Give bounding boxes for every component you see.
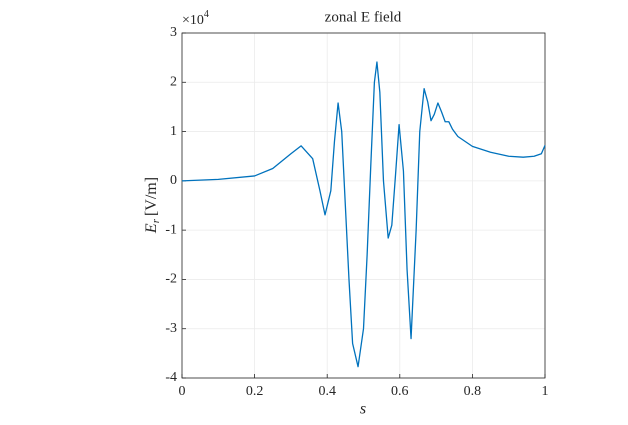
y-tick-label: 3 <box>170 25 177 40</box>
y-axis-label: Er [V/m] <box>143 177 162 234</box>
y-tick-label: -2 <box>165 272 177 287</box>
x-axis-label: s <box>360 401 366 418</box>
y-multiplier-exponent: 4 <box>204 9 209 20</box>
x-tick-label: 0 <box>179 384 186 399</box>
plot-frame <box>181 32 546 379</box>
y-tick-label: 1 <box>170 124 177 139</box>
y-tick-label: -4 <box>165 370 177 385</box>
y-tick-label: 2 <box>170 75 177 90</box>
y-multiplier-base: ×10 <box>182 13 204 28</box>
y-tick-label: 0 <box>170 173 177 188</box>
y-label-symbol: E <box>143 223 160 234</box>
chart-title: zonal E field <box>325 9 402 25</box>
y-tick-label: -3 <box>165 321 177 336</box>
line-series <box>181 61 546 368</box>
x-tick-label: 0.8 <box>464 384 482 399</box>
x-tick-label: 0.6 <box>391 384 409 399</box>
y-label-subscript: r <box>150 218 162 223</box>
y-tick-label: -1 <box>165 222 177 237</box>
x-tick-label: 1 <box>542 384 549 399</box>
x-tick-label: 0.4 <box>318 384 336 399</box>
y-multiplier: ×104 <box>182 9 209 28</box>
x-tick-label: 0.2 <box>246 384 264 399</box>
y-label-unit: [V/m] <box>143 177 160 216</box>
